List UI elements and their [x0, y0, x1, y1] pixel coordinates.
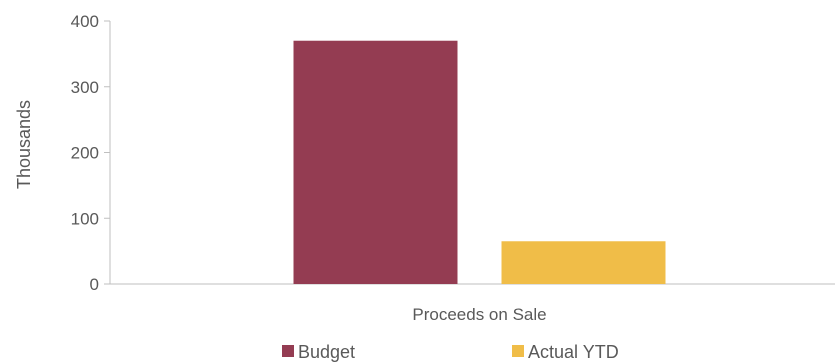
legend-label: Budget [298, 342, 355, 362]
x-category-label: Proceeds on Sale [412, 305, 546, 324]
legend-item: Actual YTD [512, 342, 619, 362]
legend-item: Budget [282, 342, 355, 362]
legend-label: Actual YTD [528, 342, 619, 362]
bar-budget [293, 40, 458, 284]
legend: Budget Actual YTD [282, 342, 619, 362]
y-axis-ticks: 0 100 200 300 400 [71, 12, 110, 294]
legend-swatch [282, 345, 294, 357]
legend-swatch [512, 345, 524, 357]
bar-actual-ytd [501, 241, 666, 284]
y-tick-label: 400 [71, 12, 99, 31]
y-axis-title: Thousands [14, 100, 34, 189]
y-tick-label: 100 [71, 209, 99, 228]
y-tick-label: 300 [71, 78, 99, 97]
bars [293, 40, 666, 284]
y-tick-label: 0 [90, 275, 99, 294]
y-tick-label: 200 [71, 144, 99, 163]
